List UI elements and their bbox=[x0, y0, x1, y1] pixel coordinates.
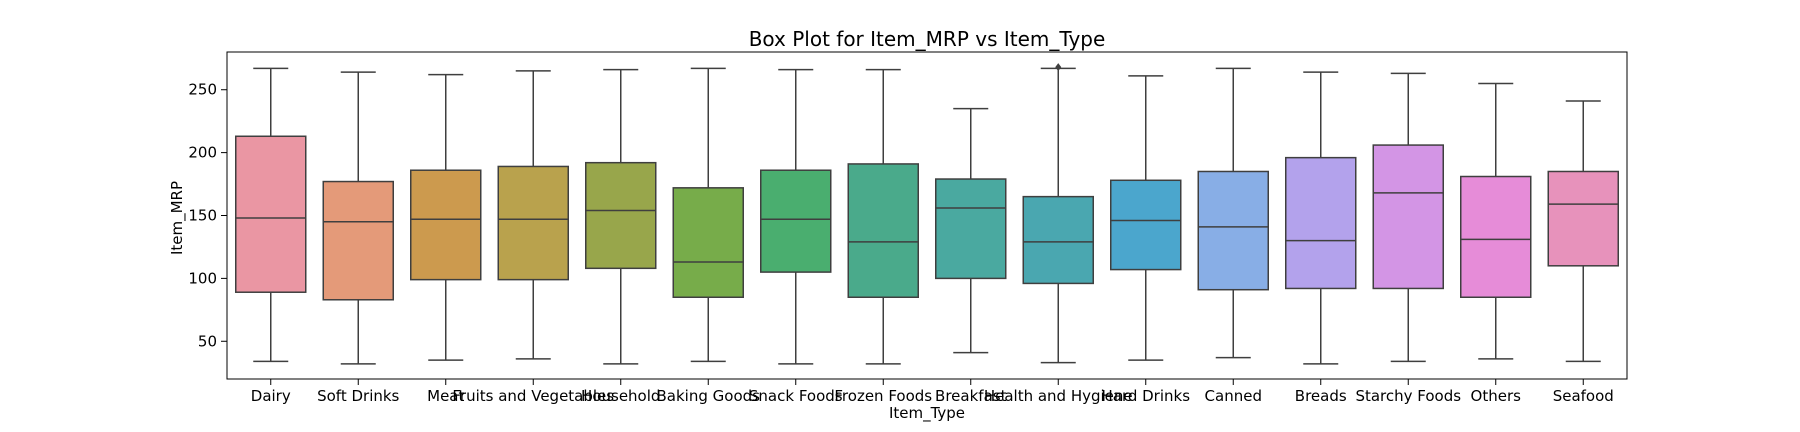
iqr-box bbox=[235, 135, 307, 293]
box-breads bbox=[1285, 71, 1357, 365]
x-tick-label: Health and Hygiene bbox=[984, 387, 1133, 405]
box-canned bbox=[1197, 67, 1269, 359]
iqr-box bbox=[935, 178, 1007, 280]
x-axis-title: Item_Type bbox=[889, 404, 965, 423]
x-tick-label: Starchy Foods bbox=[1355, 387, 1461, 405]
iqr-box bbox=[672, 187, 744, 298]
iqr-box bbox=[1285, 156, 1357, 290]
x-tick-label: Meat bbox=[427, 387, 464, 405]
box-breakfast bbox=[935, 107, 1007, 354]
y-axis: 50 100 150 200 250 bbox=[188, 81, 227, 350]
iqr-box bbox=[497, 165, 569, 281]
iqr-box bbox=[585, 161, 657, 270]
box-dairy bbox=[235, 67, 307, 363]
box-meat bbox=[410, 73, 482, 361]
x-tick-label: Snack Foods bbox=[749, 387, 843, 405]
x-tick-label: Seafood bbox=[1553, 387, 1614, 405]
x-tick-label: Dairy bbox=[251, 387, 291, 405]
x-tick-label: Others bbox=[1471, 387, 1522, 405]
iqr-box bbox=[1110, 179, 1182, 271]
y-tick-label: 100 bbox=[188, 269, 217, 287]
box-frozen-foods bbox=[847, 68, 919, 365]
chart-title: Box Plot for Item_MRP vs Item_Type bbox=[749, 27, 1106, 51]
x-tick-label: Frozen Foods bbox=[834, 387, 932, 405]
box-household bbox=[585, 68, 657, 365]
box-soft-drinks bbox=[322, 71, 394, 365]
box-seafood bbox=[1547, 100, 1619, 363]
y-tick-label: 50 bbox=[198, 332, 217, 350]
iqr-box bbox=[1022, 195, 1094, 285]
box-snack-foods bbox=[760, 68, 832, 365]
iqr-box bbox=[410, 169, 482, 281]
iqr-box bbox=[322, 180, 394, 301]
outlier-marker bbox=[1055, 63, 1062, 72]
x-tick-label: Hard Drinks bbox=[1101, 387, 1190, 405]
box-others bbox=[1460, 82, 1532, 360]
iqr-box bbox=[847, 163, 919, 298]
plot-frame bbox=[226, 51, 1628, 380]
box-fruits-and-vegetables bbox=[497, 70, 569, 360]
box-baking-goods bbox=[672, 67, 744, 363]
y-tick-label: 250 bbox=[188, 81, 217, 99]
x-tick-label: Fruits and Vegetables bbox=[452, 387, 614, 405]
box-hard-drinks bbox=[1110, 75, 1182, 361]
box-starchy-foods bbox=[1372, 72, 1444, 363]
plot-area bbox=[235, 63, 1619, 365]
iqr-box bbox=[1372, 144, 1444, 290]
iqr-box bbox=[1197, 170, 1269, 291]
y-axis-title: Item_MRP bbox=[168, 181, 187, 255]
x-tick-label: Breads bbox=[1295, 387, 1347, 405]
x-tick-label: Household bbox=[581, 387, 660, 405]
x-tick-label: Soft Drinks bbox=[317, 387, 399, 405]
iqr-box bbox=[760, 169, 832, 273]
iqr-box bbox=[1460, 175, 1532, 298]
x-tick-label: Baking Goods bbox=[657, 387, 761, 405]
y-tick-label: 200 bbox=[188, 144, 217, 162]
x-tick-label: Canned bbox=[1205, 387, 1262, 405]
x-tick-label: Breakfast bbox=[935, 387, 1007, 405]
box-health-and-hygiene bbox=[1022, 63, 1094, 364]
y-tick-label: 150 bbox=[188, 207, 217, 225]
iqr-box bbox=[1547, 170, 1619, 267]
